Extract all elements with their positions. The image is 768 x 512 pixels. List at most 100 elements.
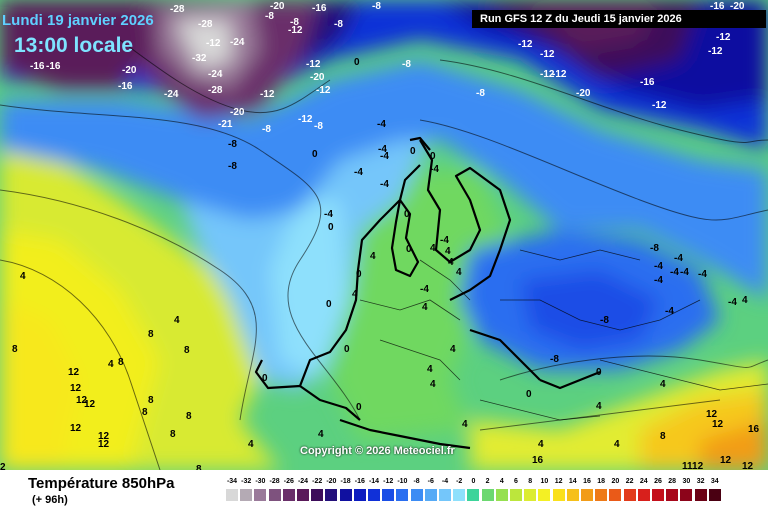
isotherm-value-label: -12 xyxy=(206,38,221,49)
scale-tick-label: 22 xyxy=(625,478,634,485)
map-canvas xyxy=(0,0,768,470)
scale-color-swatch xyxy=(524,489,537,501)
isotherm-value-label: -12 xyxy=(518,39,533,50)
scale-color-swatch xyxy=(453,489,466,501)
scale-tick-label: -6 xyxy=(427,478,434,485)
isotherm-value-label: 4 xyxy=(318,429,324,440)
isotherm-value-label: 2 xyxy=(0,462,6,471)
forecast-date: Lundi 19 janvier 2026 xyxy=(2,12,154,29)
isotherm-value-label: 12 xyxy=(742,461,754,471)
isotherm-value-label: 4 xyxy=(742,295,748,306)
isotherm-value-label: 1112 xyxy=(682,461,704,471)
scale-tick-label: -24 xyxy=(297,478,309,485)
isotherm-value-label: -4 xyxy=(674,253,683,264)
scale-tick-label: -32 xyxy=(241,478,252,485)
isotherm-value-label: 16 xyxy=(748,424,760,435)
isotherm-value-label: -20 xyxy=(310,72,325,83)
isotherm-value-label: 8 xyxy=(118,357,124,368)
scale-color-swatch xyxy=(467,489,480,501)
isotherm-value-label: -20 xyxy=(576,88,591,99)
isotherm-value-label: 0 xyxy=(404,209,410,220)
scale-tick-label: 16 xyxy=(583,478,591,485)
scale-color-swatch xyxy=(623,489,636,501)
scale-color-swatch xyxy=(510,489,522,501)
isotherm-value-label: -16 xyxy=(118,81,133,92)
scale-color-swatch xyxy=(609,489,622,501)
scale-color-swatch xyxy=(666,489,679,501)
isotherm-value-label: -24 xyxy=(208,69,223,80)
variable-title: Température 850hPa xyxy=(28,475,175,492)
isotherm-value-label: 8 xyxy=(196,464,202,471)
scale-color-swatch xyxy=(282,489,295,501)
isotherm-value-label: -4 xyxy=(378,144,387,155)
scale-tick-label: 26 xyxy=(654,478,662,485)
scale-color-swatch xyxy=(368,489,380,501)
isotherm-value-label: 4 xyxy=(352,289,358,300)
isotherm-value-label: 8 xyxy=(184,345,190,356)
scale-tick-label: -16 xyxy=(354,478,365,485)
scale-tick-label: 10 xyxy=(540,478,549,485)
scale-color-swatch xyxy=(481,489,494,501)
scale-tick-label: 20 xyxy=(611,478,620,485)
isotherm-value-label: 8 xyxy=(170,429,176,440)
scale-tick-label: -8 xyxy=(413,478,420,485)
scale-tick-label: 14 xyxy=(568,478,577,485)
isotherm-value-label: -12 xyxy=(298,114,313,125)
isotherm-value-label: -12 xyxy=(652,100,667,111)
isotherm-value-label: -12 xyxy=(540,69,555,80)
isotherm-value-label: 4 xyxy=(448,257,454,268)
isotherm-value-label: 8 xyxy=(186,411,192,422)
scale-color-swatch xyxy=(311,489,324,501)
isotherm-value-label: -4 xyxy=(377,119,386,130)
isotherm-value-label: 12 xyxy=(70,423,82,434)
scale-tick-label: -22 xyxy=(312,478,323,485)
isotherm-value-label: -4 xyxy=(728,297,737,308)
scale-tick-label: 2 xyxy=(485,478,490,485)
isotherm-value-label: -12 xyxy=(552,69,567,80)
isotherm-value-label: -12 xyxy=(288,25,303,36)
isotherm-value-label: 0 xyxy=(410,146,416,157)
isotherm-value-label: 4 xyxy=(660,379,666,390)
isotherm-value-label: -4 xyxy=(324,209,333,220)
isotherm-value-label: 8 xyxy=(660,431,666,442)
isotherm-value-label: -8 xyxy=(476,88,485,99)
isotherm-value-label: 0 xyxy=(326,299,332,310)
scale-tick-label: 12 xyxy=(554,478,563,485)
isotherm-value-label: -4 xyxy=(430,164,439,175)
scale-color-swatch xyxy=(254,489,267,501)
scale-tick-label: 34 xyxy=(710,478,719,485)
isotherm-value-label: 8 xyxy=(142,407,148,418)
scale-color-swatch xyxy=(495,489,508,501)
scale-color-swatch xyxy=(595,489,608,501)
isotherm-value-label: -16 xyxy=(46,61,61,72)
scale-color-swatch xyxy=(240,489,253,501)
isotherm-value-label: 0 xyxy=(312,149,318,160)
isotherm-value-label: -20 xyxy=(230,107,245,118)
isotherm-value-label: 12 xyxy=(706,409,718,420)
isotherm-value-label: -28 xyxy=(208,85,223,96)
scale-color-swatch xyxy=(297,489,309,501)
isotherm-value-label: -8 xyxy=(290,17,299,28)
isotherm-value-label: -4 xyxy=(665,306,674,317)
model-run-banner: Run GFS 12 Z du Jeudi 15 janvier 2026 xyxy=(472,10,766,28)
scale-color-swatch xyxy=(538,489,551,501)
isotherm-value-label: 8 xyxy=(148,395,154,406)
scale-color-swatch xyxy=(637,489,650,501)
isotherm-value-label: -8 xyxy=(650,243,659,254)
isotherm-value-label: -4 xyxy=(380,151,389,162)
isotherm-value-label: -24 xyxy=(230,37,245,48)
isotherm-value-label: -8 xyxy=(372,1,381,12)
copyright-notice: Copyright © 2026 Meteociel.fr xyxy=(300,445,455,457)
isotherm-value-label: 12 xyxy=(98,431,110,442)
isotherm-value-label: 0 xyxy=(430,151,436,162)
isotherm-value-label: -20 xyxy=(122,65,137,76)
scale-tick-label: 0 xyxy=(471,478,476,485)
isotherm-value-label: -12 xyxy=(716,32,731,43)
isotherm-value-label: -8 xyxy=(314,121,323,132)
scale-tick-label: -18 xyxy=(340,478,351,485)
isotherm-value-label: -4 xyxy=(654,261,663,272)
isotherm-value-label: -8 xyxy=(265,11,274,22)
isotherm-value-label: -12 xyxy=(708,46,723,57)
isotherm-value-label: -16 xyxy=(640,77,655,88)
scale-tick-label: -28 xyxy=(269,478,280,485)
